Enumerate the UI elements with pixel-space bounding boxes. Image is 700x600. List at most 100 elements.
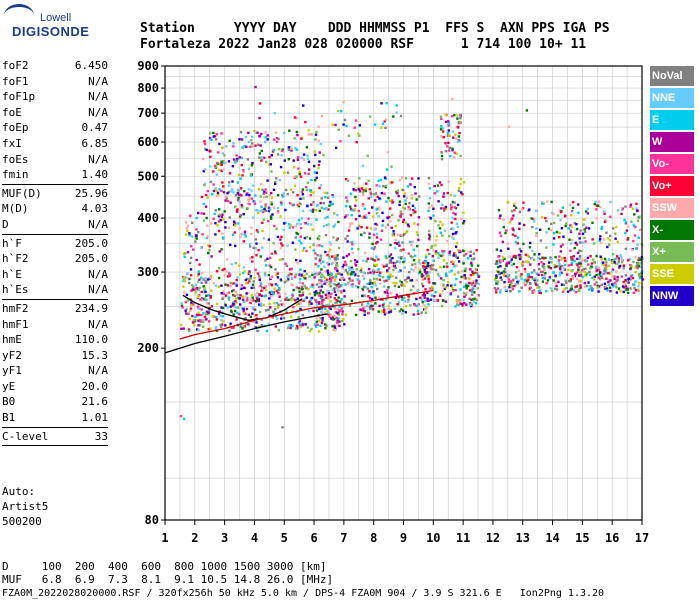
echo-point [624, 247, 627, 251]
echo-point [599, 235, 602, 238]
echo-point [541, 200, 544, 204]
echo-point [331, 195, 335, 199]
echo-point [456, 125, 459, 129]
echo-point [623, 282, 626, 286]
echo-point [377, 206, 380, 209]
echo-point [402, 260, 405, 264]
echo-point [333, 326, 337, 329]
echo-point [189, 307, 193, 310]
echo-point [334, 275, 338, 278]
echo-point [302, 299, 305, 303]
echo-point [604, 260, 608, 263]
echo-point [275, 177, 278, 180]
echo-point [387, 286, 390, 289]
echo-point [465, 287, 468, 290]
echo-point [308, 292, 311, 295]
echo-point [444, 113, 447, 117]
echo-point [336, 319, 339, 322]
echo-point [233, 294, 236, 298]
echo-point [275, 301, 279, 305]
echo-point [248, 202, 251, 206]
echo-point [347, 273, 350, 276]
echo-point [284, 208, 287, 212]
echo-point [202, 157, 205, 161]
echo-point [286, 244, 289, 247]
echo-point [246, 158, 250, 161]
echo-point [472, 272, 475, 275]
echo-point [243, 190, 246, 193]
x-tick-label: 14 [545, 531, 559, 545]
echo-point [354, 218, 358, 221]
echo-point [607, 280, 610, 284]
echo-point [616, 278, 619, 281]
echo-point [310, 327, 313, 331]
echo-point [217, 229, 221, 233]
echo-point [609, 279, 612, 282]
echo-point [290, 297, 293, 300]
echo-point [614, 237, 617, 240]
echo-point [263, 156, 266, 159]
echo-point [595, 269, 598, 272]
echo-point [297, 287, 301, 290]
echo-point [402, 248, 405, 251]
echo-point [185, 233, 188, 236]
echo-point [468, 289, 472, 292]
echo-point [559, 250, 563, 253]
echo-point [236, 208, 239, 212]
echo-point [391, 233, 394, 236]
echo-point [254, 268, 257, 272]
echo-point [401, 234, 405, 237]
echo-point [506, 200, 510, 204]
echo-point [359, 308, 362, 311]
echo-point [468, 277, 471, 281]
echo-point [220, 163, 223, 167]
echo-point [389, 253, 393, 256]
echo-point [370, 285, 373, 289]
echo-point [331, 288, 335, 291]
echo-point [569, 230, 573, 234]
echo-point [312, 285, 315, 289]
echo-point [423, 292, 426, 295]
echo-point [240, 287, 243, 290]
echo-point [238, 227, 241, 230]
echo-point [510, 284, 513, 288]
echo-point [314, 325, 318, 328]
echo-point [472, 273, 475, 277]
echo-point [309, 298, 312, 302]
echo-point [235, 284, 238, 287]
echo-point [202, 202, 205, 206]
echo-point [470, 257, 474, 261]
echo-point [457, 139, 460, 142]
echo-point [185, 226, 188, 230]
echo-point [344, 237, 347, 240]
echo-point [573, 260, 576, 263]
echo-point [290, 273, 293, 276]
echo-point [301, 188, 305, 191]
echo-point [474, 267, 478, 271]
echo-point [557, 259, 561, 262]
echo-point [343, 323, 346, 326]
echo-point [296, 222, 299, 225]
echo-point [375, 278, 378, 281]
echo-point [458, 140, 462, 143]
echo-point [415, 279, 418, 282]
echo-point [320, 245, 324, 248]
echo-point [367, 295, 370, 298]
echo-point [195, 228, 198, 231]
echo-point [398, 200, 401, 203]
echo-point [451, 147, 454, 150]
echo-point [531, 249, 534, 253]
echo-point [503, 281, 506, 284]
echo-point [442, 265, 446, 268]
echo-point [392, 268, 395, 272]
echo-point [272, 188, 276, 191]
echo-point [389, 220, 392, 223]
echo-point [196, 328, 199, 331]
echo-point [534, 283, 538, 286]
echo-point [562, 267, 566, 270]
echo-point [349, 259, 353, 263]
echo-point [424, 266, 428, 269]
echo-point [253, 130, 256, 133]
echo-point [618, 264, 621, 268]
echo-point [465, 303, 468, 306]
